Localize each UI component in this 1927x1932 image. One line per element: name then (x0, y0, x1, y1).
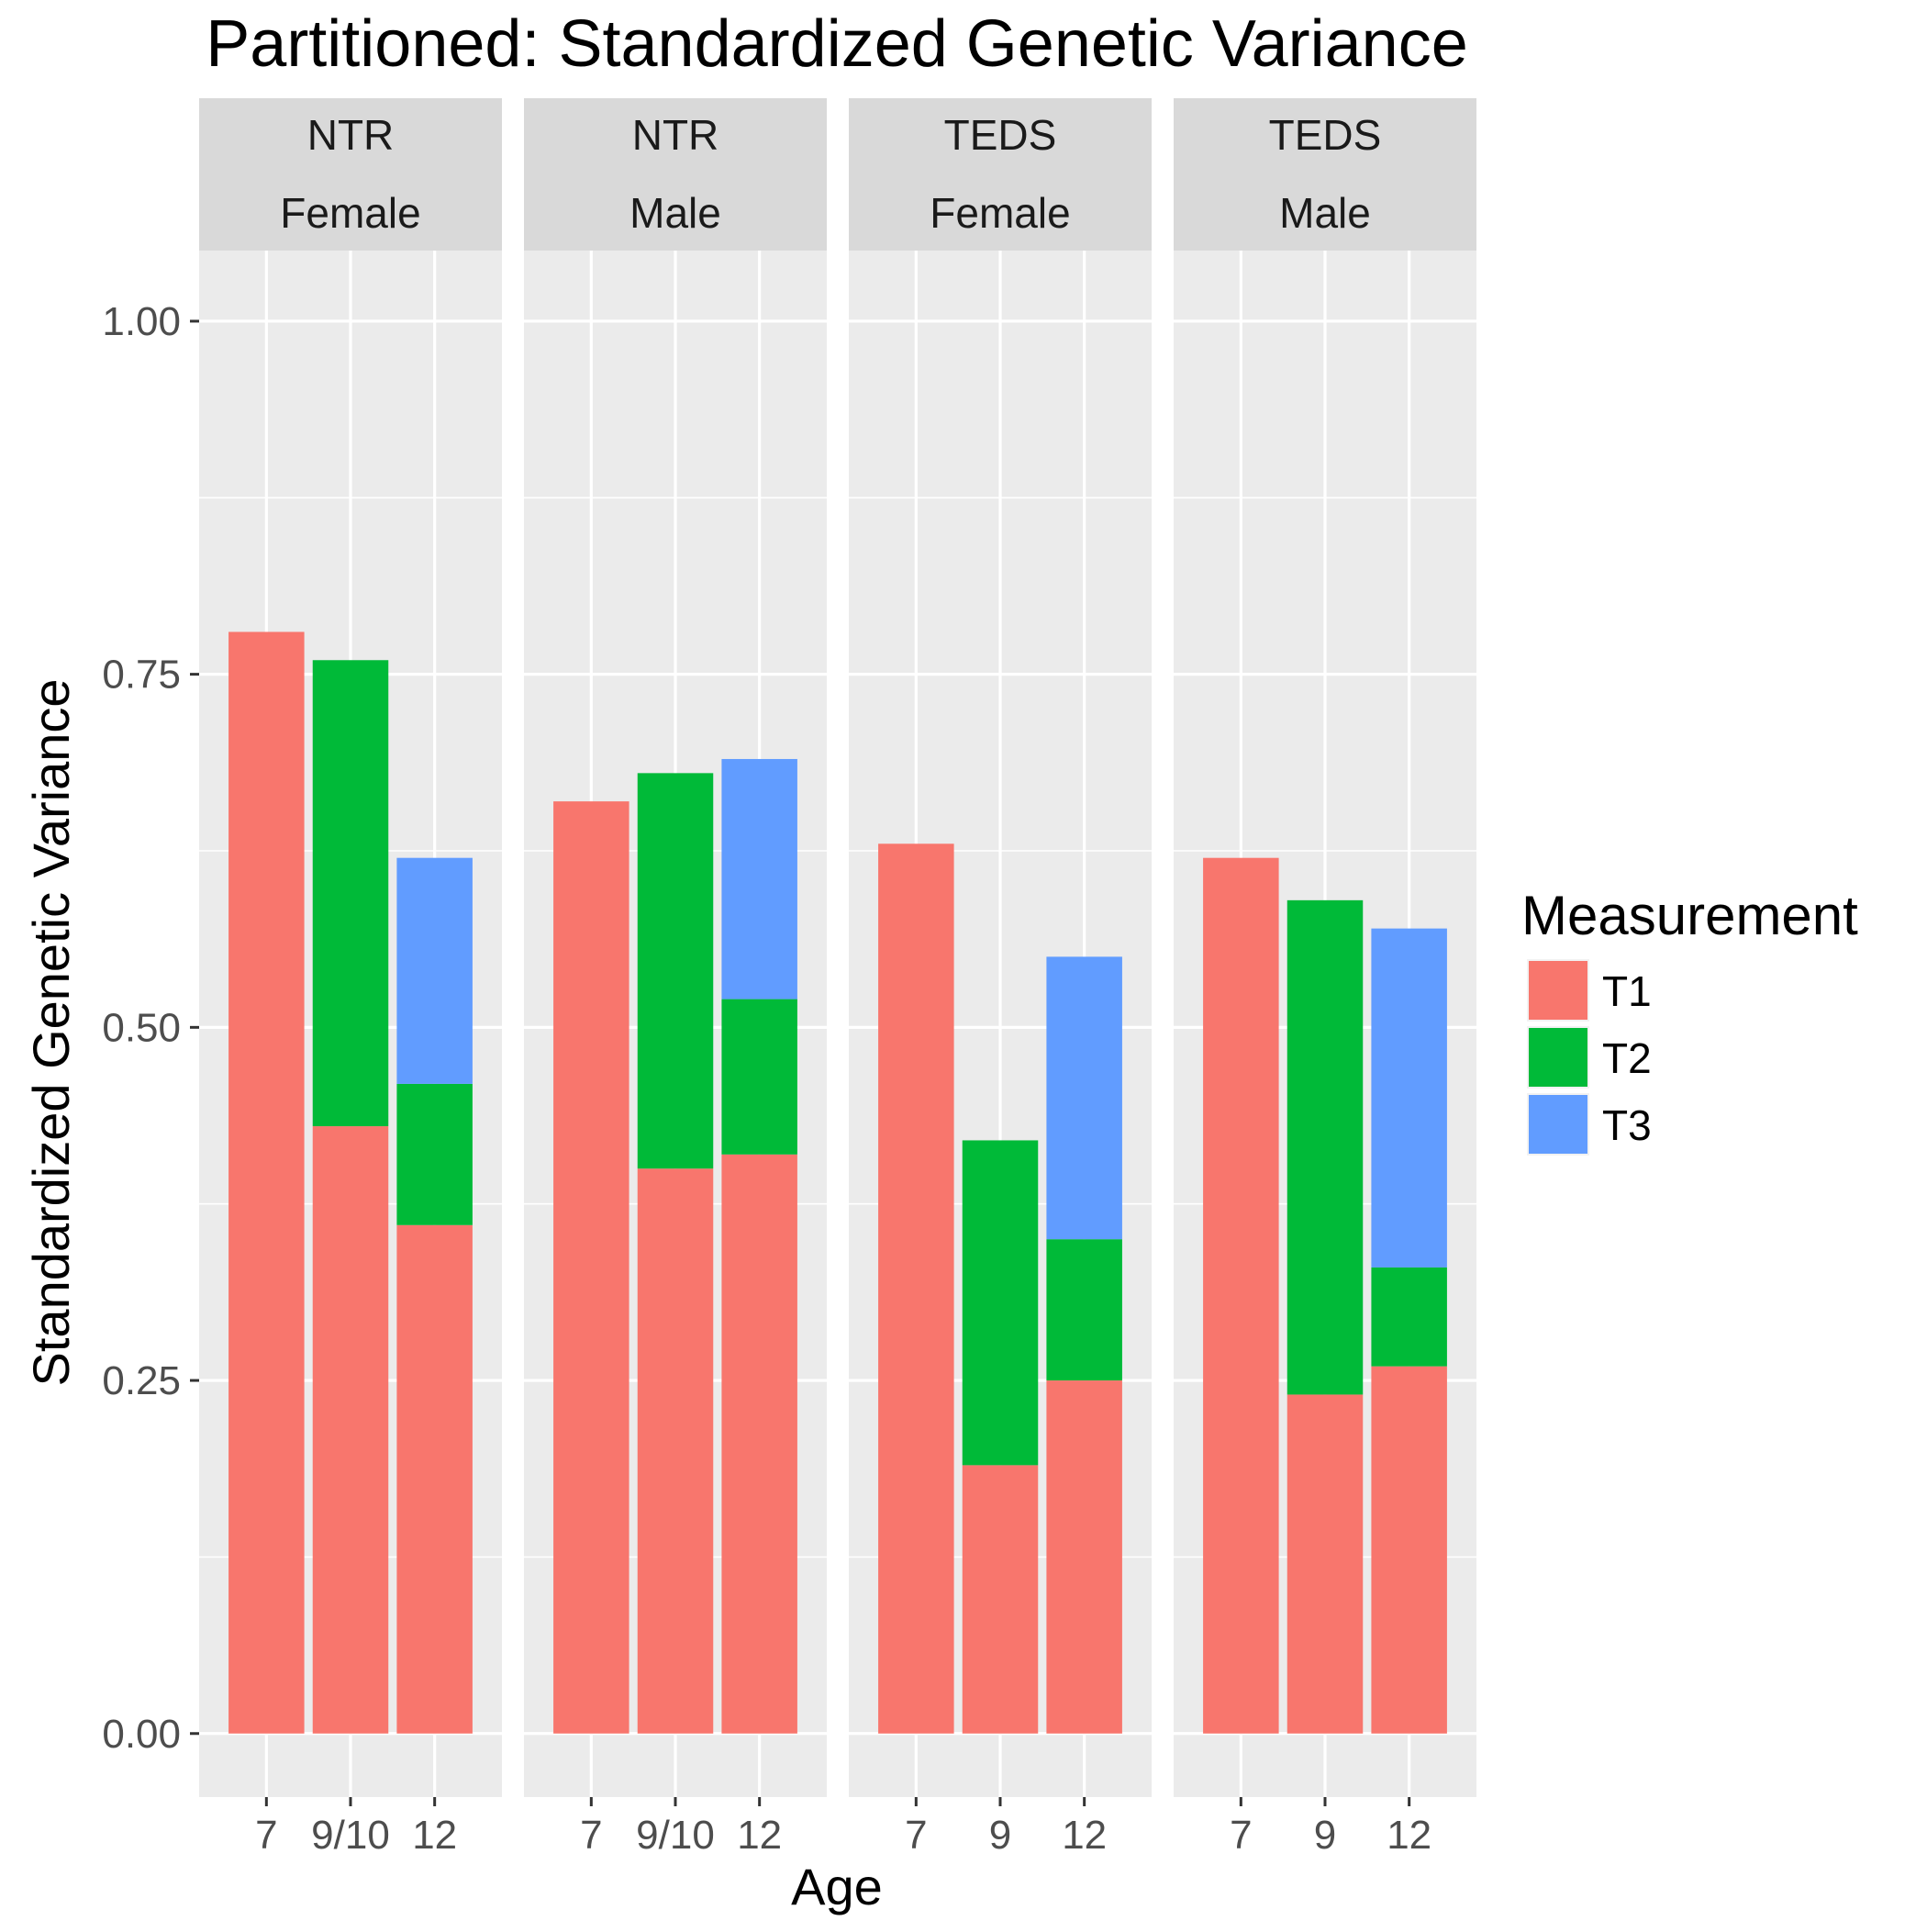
x-tick-label: 12 (737, 1813, 782, 1858)
bar-segment-t1 (637, 1168, 714, 1734)
legend-label: T2 (1602, 1034, 1652, 1082)
x-tick-label: 9 (1314, 1813, 1336, 1858)
x-axis-title: Age (791, 1858, 883, 1915)
bar-segment-t2 (1046, 1239, 1122, 1381)
legend-swatch-t3 (1529, 1095, 1587, 1154)
bar-segment-t1 (312, 1126, 389, 1734)
bar-segment-t2 (1371, 1267, 1447, 1367)
x-tick-label: 7 (1230, 1813, 1252, 1858)
facet-panel-ntr-male: NTR Male 7 9/10 12 (524, 98, 827, 1858)
legend-label: T1 (1602, 967, 1652, 1015)
legend-swatch-t2 (1529, 1028, 1587, 1087)
y-tick-label: 0.50 (102, 1005, 181, 1050)
legend: Measurement T1 T2 T3 (1521, 885, 1858, 1156)
x-tick-label: 9/10 (636, 1813, 715, 1858)
bar-segment-t1 (1203, 857, 1279, 1734)
bar-segment-t1 (1046, 1380, 1122, 1734)
x-tick-label: 7 (905, 1813, 927, 1858)
facet-panel-teds-female: TEDS Female 7 9 12 (849, 98, 1152, 1858)
y-axis: 0.00 0.25 0.50 0.75 1.00 (102, 299, 199, 1757)
x-tick-label: 12 (1062, 1813, 1107, 1858)
bar-segment-t2 (1287, 899, 1364, 1395)
x-tick-label: 9/10 (311, 1813, 390, 1858)
facet-strip-label: Male (629, 189, 721, 237)
bar-segment-t3 (1046, 956, 1122, 1240)
facet-panels: NTR Female 7 9/10 12 NTR Male 7 9/10 12 TEDS Female… (199, 98, 1476, 1858)
y-axis-title: Standardized Genetic Variance (22, 679, 80, 1387)
bar-segment-t2 (721, 999, 797, 1155)
bar-segment-t1 (878, 843, 954, 1734)
bar-segment-t1 (1371, 1366, 1447, 1734)
legend-items: T1 T2 T3 (1527, 959, 1652, 1156)
y-tick-label: 0.75 (102, 653, 181, 698)
y-tick-label: 0.25 (102, 1358, 181, 1403)
legend-title: Measurement (1521, 885, 1858, 946)
bar-segment-t1 (721, 1154, 797, 1734)
bar-segment-t1 (228, 631, 305, 1734)
y-tick-label: 0.00 (102, 1712, 181, 1757)
bar-segment-t3 (1371, 928, 1447, 1268)
facet-strip-label: Female (280, 189, 420, 237)
x-tick-label: 7 (255, 1813, 277, 1858)
bar-segment-t1 (1287, 1394, 1364, 1734)
facet-strip (1174, 98, 1476, 251)
x-tick-label: 12 (412, 1813, 457, 1858)
facet-panel-ntr-female: NTR Female 7 9/10 12 (199, 98, 502, 1858)
bar-segment-t2 (962, 1140, 1039, 1466)
y-tick-label: 1.00 (102, 299, 181, 344)
facet-strip-label: NTR (307, 111, 395, 159)
legend-label: T3 (1602, 1101, 1652, 1149)
facet-strip (524, 98, 827, 251)
facet-strip-label: Male (1279, 189, 1371, 237)
facet-panel-teds-male: TEDS Male 7 9 12 (1174, 98, 1476, 1858)
facet-strip (199, 98, 502, 251)
x-tick-label: 9 (989, 1813, 1011, 1858)
x-tick-label: 7 (580, 1813, 602, 1858)
bar-segment-t3 (396, 857, 473, 1084)
facet-strip-label: Female (930, 189, 1070, 237)
facet-strip-label: TEDS (1269, 111, 1382, 159)
bar-segment-t2 (396, 1083, 473, 1225)
legend-swatch-t1 (1529, 961, 1587, 1020)
bar-segment-t1 (553, 801, 629, 1734)
bar-segment-t1 (396, 1224, 473, 1734)
bar-segment-t1 (962, 1465, 1039, 1734)
chart-title: Partitioned: Standardized Genetic Varian… (206, 7, 1468, 81)
facet-strip-label: NTR (632, 111, 719, 159)
facet-strip-label: TEDS (944, 111, 1057, 159)
bar-segment-t2 (312, 660, 389, 1127)
bar-segment-t3 (721, 758, 797, 1000)
facet-strip (849, 98, 1152, 251)
bar-segment-t2 (637, 773, 714, 1169)
x-tick-label: 12 (1387, 1813, 1431, 1858)
